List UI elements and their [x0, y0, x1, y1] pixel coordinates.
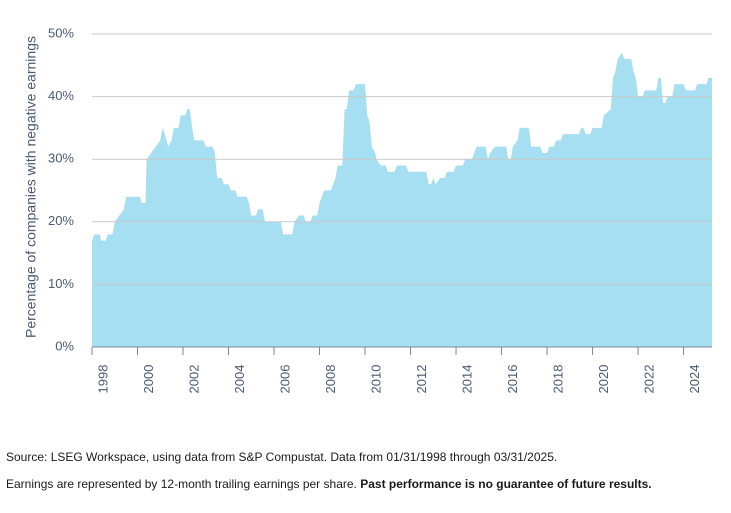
chart: Percentage of companies with negative ea… [23, 25, 712, 394]
x-tick-label: 2002 [186, 365, 201, 394]
footnote-text: Earnings are represented by 12-month tra… [6, 477, 357, 491]
y-tick-label: 30% [48, 151, 74, 166]
x-tick-label: 2016 [505, 365, 520, 394]
x-tick-label: 2024 [687, 365, 702, 394]
x-tick-label: 2020 [596, 365, 611, 394]
x-tick-label: 2006 [277, 365, 292, 394]
x-tick-label: 2004 [232, 365, 247, 394]
area [92, 52, 712, 347]
x-tick-label: 2022 [641, 365, 656, 394]
x-tick-label: 1998 [95, 365, 110, 394]
source-note: Source: LSEG Workspace, using data from … [6, 450, 558, 464]
y-axis-title: Percentage of companies with negative ea… [23, 36, 39, 338]
x-tick-label: 2012 [414, 365, 429, 394]
y-tick-label: 10% [48, 276, 74, 291]
y-tick-label: 50% [48, 25, 74, 40]
x-tick-label: 2014 [459, 365, 474, 394]
x-tick-label: 2010 [368, 365, 383, 394]
footnote: Earnings are represented by 12-month tra… [6, 477, 652, 491]
x-tick-label: 2018 [550, 365, 565, 394]
y-tick-label: 0% [55, 338, 74, 353]
y-tick-label: 40% [48, 88, 74, 103]
y-tick-label: 20% [48, 213, 74, 228]
disclaimer: Past performance is no guarantee of futu… [360, 477, 652, 491]
x-tick-label: 2000 [141, 365, 156, 394]
x-tick-label: 2008 [323, 365, 338, 394]
